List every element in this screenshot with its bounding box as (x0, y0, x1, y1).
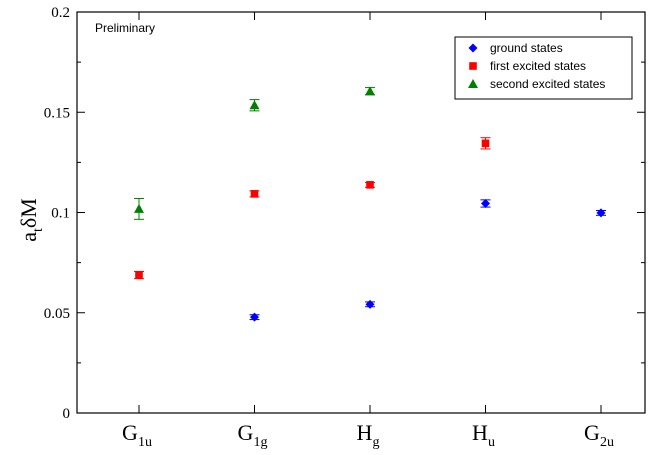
x-category-label: G1g (238, 420, 268, 450)
y-axis-label: atδM (16, 198, 46, 242)
legend: ground states first excited states second … (454, 36, 633, 100)
series-first-excited-states (134, 137, 491, 280)
y-axis: 0 0.05 0.1 0.15 0.2 (44, 5, 645, 422)
data-point-triangle (134, 203, 144, 213)
preliminary-annotation: Preliminary (95, 21, 155, 35)
data-point-square (250, 190, 259, 198)
x-category-label: Hg (357, 420, 380, 450)
legend-label: second excited states (490, 77, 605, 91)
x-axis: G1u G1g Hg Hu G2u (122, 12, 614, 450)
data-point-square (135, 271, 143, 279)
legend-box (454, 36, 633, 100)
series-ground-states (249, 198, 606, 322)
legend-label: first excited states (490, 59, 586, 73)
y-tick-label: 0.2 (51, 5, 70, 21)
x-category-label: Hu (472, 420, 495, 450)
y-tick-label: 0.15 (44, 105, 70, 121)
series-layer (134, 86, 606, 322)
data-point-square (481, 139, 490, 148)
data-point-diamond (250, 312, 259, 322)
legend-marker-triangle (468, 79, 478, 88)
y-tick-label: 0.05 (44, 306, 70, 322)
y-axis-label-sub: t (31, 228, 46, 232)
legend-marker-square (469, 62, 477, 70)
y-axis-label-rest: δM (16, 198, 41, 228)
data-point-diamond (596, 208, 606, 218)
y-axis-label-main: a (16, 232, 41, 242)
x-category-label: G2u (584, 420, 614, 450)
legend-marker-diamond (468, 43, 478, 53)
y-tick-label: 0 (63, 406, 71, 422)
y-tick-label: 0.1 (51, 206, 70, 222)
legend-label: ground states (490, 41, 563, 55)
x-category-label: G1u (122, 420, 152, 450)
data-point-triangle (365, 86, 375, 96)
data-point-diamond (365, 299, 375, 309)
data-point-triangle (249, 100, 260, 110)
series-second-excited-states (134, 86, 375, 220)
data-point-diamond (481, 198, 490, 208)
data-point-square (366, 181, 374, 189)
